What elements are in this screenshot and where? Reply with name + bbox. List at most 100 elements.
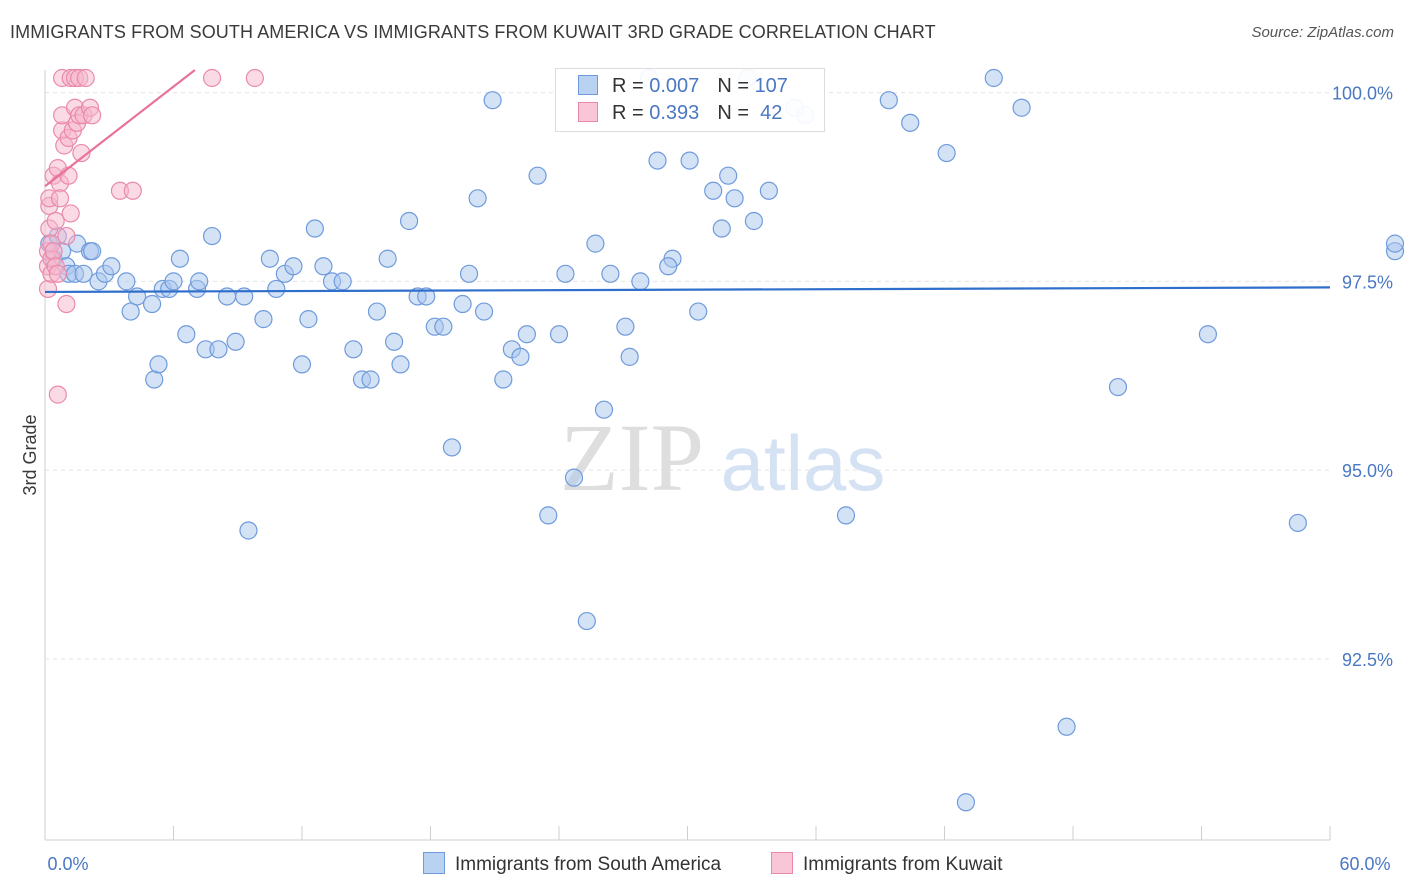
- data-point: [1057, 717, 1076, 736]
- data-point: [689, 302, 708, 321]
- data-point: [61, 204, 80, 223]
- data-point: [378, 249, 397, 268]
- legend-item-south-america: Immigrants from South America: [423, 852, 721, 876]
- data-point: [202, 68, 222, 88]
- data-point: [102, 257, 121, 276]
- data-point: [254, 310, 273, 329]
- data-point: [245, 68, 264, 88]
- data-point: [145, 370, 164, 389]
- data-point: [601, 264, 620, 283]
- data-point: [483, 91, 502, 110]
- x-tick-label: 60.0%: [1339, 854, 1390, 874]
- data-point: [539, 506, 558, 525]
- data-point: [361, 370, 380, 389]
- data-point: [59, 166, 78, 185]
- trend-line: [44, 286, 1331, 294]
- legend-swatch-blue: [423, 852, 445, 874]
- trend-lines: [44, 69, 1331, 294]
- correlation-legend: R = 0.007 N = 107 R = 0.393 N = 42: [555, 68, 825, 132]
- series-south-america-points: [40, 68, 1405, 812]
- data-point: [468, 189, 487, 208]
- legend-item-kuwait: Immigrants from Kuwait: [771, 852, 1003, 876]
- data-point: [170, 249, 190, 268]
- data-point: [44, 242, 63, 261]
- data-point: [260, 249, 279, 268]
- data-point: [292, 355, 312, 374]
- data-point: [836, 506, 856, 525]
- legend-row-south-america: R = 0.007 N = 107: [578, 75, 788, 99]
- data-point: [1198, 325, 1218, 344]
- data-point: [594, 400, 614, 419]
- data-point: [384, 332, 404, 351]
- r-value: 0.007: [649, 75, 700, 97]
- data-point: [57, 294, 76, 314]
- y-tick-label: 92.5%: [1342, 650, 1393, 670]
- y-tick-label: 95.0%: [1342, 461, 1393, 481]
- data-point: [417, 287, 436, 306]
- data-point: [759, 181, 778, 200]
- data-point: [48, 385, 67, 404]
- data-point: [38, 279, 58, 299]
- data-point: [117, 272, 136, 291]
- data-point: [83, 106, 102, 125]
- source-label: Source: ZipAtlas.com: [1251, 24, 1394, 41]
- data-point: [177, 325, 196, 344]
- data-point: [453, 294, 472, 314]
- data-point: [549, 325, 569, 344]
- legend-swatch-blue: [578, 75, 598, 95]
- trend-line: [44, 69, 196, 188]
- data-point: [631, 272, 650, 291]
- data-point: [564, 468, 584, 487]
- data-point: [648, 151, 667, 170]
- data-point: [190, 272, 209, 291]
- data-point: [879, 91, 898, 110]
- data-point: [901, 113, 920, 132]
- data-point: [202, 226, 222, 246]
- data-point: [937, 143, 956, 163]
- data-point: [577, 611, 596, 631]
- data-point: [46, 211, 65, 231]
- y-tick-label: 100.0%: [1332, 84, 1393, 104]
- data-point: [48, 264, 67, 283]
- data-point: [556, 264, 575, 283]
- data-point: [1288, 513, 1307, 533]
- data-point: [314, 257, 333, 276]
- data-point: [239, 521, 258, 540]
- data-point: [1385, 234, 1405, 253]
- data-point: [984, 68, 1003, 88]
- data-point: [76, 68, 95, 88]
- series-kuwait-points: [38, 68, 264, 404]
- legend-row-kuwait: R = 0.393 N = 42: [578, 102, 782, 126]
- x-tick-label: 0.0%: [47, 854, 88, 874]
- data-point: [284, 257, 303, 276]
- n-value: 42: [754, 102, 783, 124]
- n-value: 107: [754, 75, 788, 97]
- watermark-atlas: atlas: [721, 419, 886, 507]
- series-legend: Immigrants from South America Immigrants…: [0, 850, 1406, 880]
- data-point: [367, 302, 387, 321]
- data-point: [305, 219, 324, 238]
- data-point: [719, 166, 738, 185]
- y-tick-labels: 100.0% 97.5% 95.0% 92.5%: [1332, 84, 1393, 670]
- data-point: [528, 166, 547, 185]
- data-point: [744, 211, 763, 231]
- data-point: [474, 302, 494, 321]
- data-point: [344, 340, 363, 359]
- data-point: [399, 211, 419, 231]
- x-tick-labels: 0.0% 60.0%: [47, 854, 1390, 874]
- data-point: [494, 370, 513, 389]
- legend-swatch-pink: [771, 852, 793, 874]
- data-point: [659, 257, 678, 276]
- data-point: [511, 347, 530, 366]
- data-point: [267, 279, 286, 299]
- n-label: N =: [717, 75, 755, 97]
- r-value: 0.393: [649, 102, 700, 124]
- data-point: [164, 272, 183, 291]
- data-point: [57, 226, 76, 246]
- data-point: [299, 310, 318, 329]
- data-point: [442, 438, 462, 457]
- data-point: [83, 242, 102, 261]
- data-point: [704, 181, 723, 200]
- data-point: [616, 317, 635, 336]
